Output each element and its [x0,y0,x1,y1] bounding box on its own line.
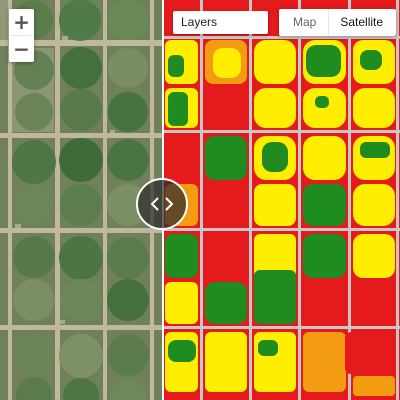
map-type-map-button[interactable]: Map [279,9,330,36]
satellite-layer [0,0,163,400]
zoom-in-button[interactable]: + [13,10,30,34]
layers-dropdown[interactable]: Layers [173,11,268,34]
zoom-divider [12,35,31,36]
zoom-out-button[interactable]: − [13,37,30,61]
map-type-satellite-button[interactable]: Satellite [340,15,384,29]
chevron-right-icon [165,197,173,211]
compare-slider-handle[interactable] [136,178,188,230]
chevron-left-icon [151,197,159,211]
index-overlay-layer [163,0,400,400]
zoom-control: + − [9,9,34,62]
map-type-control: Map Satellite [279,9,397,36]
